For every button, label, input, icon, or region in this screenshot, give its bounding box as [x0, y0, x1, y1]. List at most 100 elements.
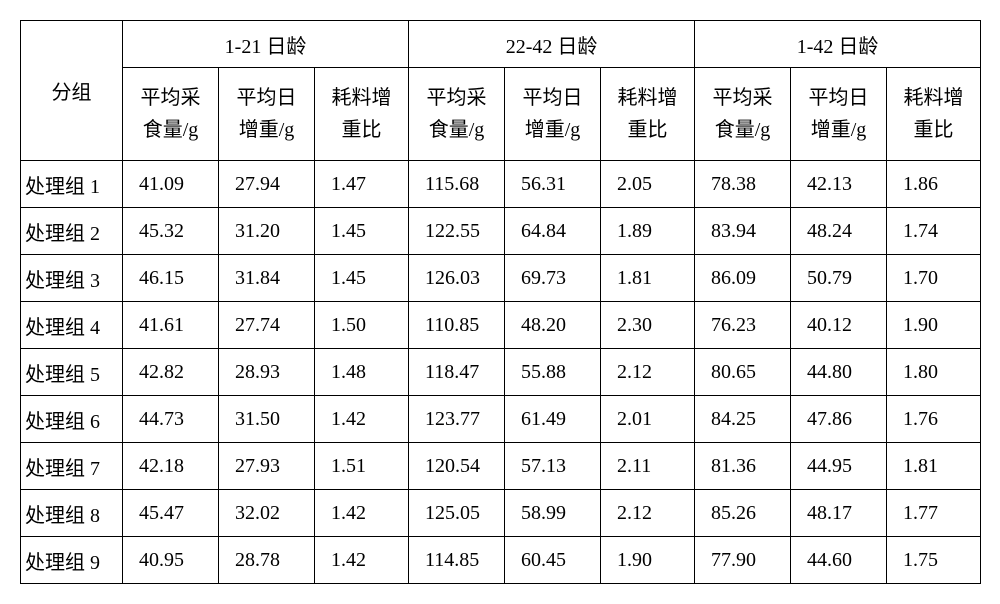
cell: 85.26 [695, 490, 791, 537]
cell: 1.42 [315, 396, 409, 443]
cell: 115.68 [409, 161, 505, 208]
cell: 1.89 [601, 208, 695, 255]
cell: 2.12 [601, 490, 695, 537]
cell: 1.81 [601, 255, 695, 302]
cell: 48.17 [791, 490, 887, 537]
cell: 83.94 [695, 208, 791, 255]
cell: 41.61 [123, 302, 219, 349]
cell: 1.86 [887, 161, 981, 208]
sub-header: 平均采食量/g [123, 68, 219, 161]
cell: 31.50 [219, 396, 315, 443]
cell: 1.81 [887, 443, 981, 490]
cell: 48.24 [791, 208, 887, 255]
cell: 1.70 [887, 255, 981, 302]
cell: 64.84 [505, 208, 601, 255]
cell: 42.82 [123, 349, 219, 396]
sub-header-row: 平均采食量/g 平均日增重/g 耗料增重比 平均采食量/g 平均日增重/g 耗料… [21, 68, 981, 161]
cell: 84.25 [695, 396, 791, 443]
table-row: 处理组 9 40.95 28.78 1.42 114.85 60.45 1.90… [21, 537, 981, 584]
table-row: 处理组 1 41.09 27.94 1.47 115.68 56.31 2.05… [21, 161, 981, 208]
table-row: 处理组 6 44.73 31.50 1.42 123.77 61.49 2.01… [21, 396, 981, 443]
cell: 1.50 [315, 302, 409, 349]
table-row: 处理组 8 45.47 32.02 1.42 125.05 58.99 2.12… [21, 490, 981, 537]
cell: 1.74 [887, 208, 981, 255]
cell: 1.80 [887, 349, 981, 396]
cell: 32.02 [219, 490, 315, 537]
cell: 28.93 [219, 349, 315, 396]
cell: 60.45 [505, 537, 601, 584]
cell: 40.95 [123, 537, 219, 584]
cell: 2.01 [601, 396, 695, 443]
cell: 80.65 [695, 349, 791, 396]
cell: 48.20 [505, 302, 601, 349]
cell: 41.09 [123, 161, 219, 208]
cell: 1.90 [601, 537, 695, 584]
cell: 44.73 [123, 396, 219, 443]
row-label: 处理组 7 [21, 443, 123, 490]
sub-header: 平均采食量/g [409, 68, 505, 161]
cell: 2.11 [601, 443, 695, 490]
cell: 55.88 [505, 349, 601, 396]
cell: 1.45 [315, 255, 409, 302]
cell: 31.84 [219, 255, 315, 302]
cell: 2.30 [601, 302, 695, 349]
table-row: 处理组 3 46.15 31.84 1.45 126.03 69.73 1.81… [21, 255, 981, 302]
table-row: 处理组 7 42.18 27.93 1.51 120.54 57.13 2.11… [21, 443, 981, 490]
sub-header: 平均日增重/g [505, 68, 601, 161]
cell: 1.51 [315, 443, 409, 490]
cell: 86.09 [695, 255, 791, 302]
cell: 27.93 [219, 443, 315, 490]
cell: 50.79 [791, 255, 887, 302]
cell: 42.18 [123, 443, 219, 490]
cell: 56.31 [505, 161, 601, 208]
cell: 1.45 [315, 208, 409, 255]
cell: 2.12 [601, 349, 695, 396]
corner-header: 分组 [21, 21, 123, 161]
row-label: 处理组 3 [21, 255, 123, 302]
cell: 44.95 [791, 443, 887, 490]
cell: 77.90 [695, 537, 791, 584]
row-label: 处理组 2 [21, 208, 123, 255]
cell: 44.80 [791, 349, 887, 396]
sub-header: 耗料增重比 [315, 68, 409, 161]
age-group-header-1: 1-21 日龄 [123, 21, 409, 68]
row-label: 处理组 4 [21, 302, 123, 349]
cell: 114.85 [409, 537, 505, 584]
cell: 69.73 [505, 255, 601, 302]
cell: 76.23 [695, 302, 791, 349]
cell: 46.15 [123, 255, 219, 302]
cell: 44.60 [791, 537, 887, 584]
cell: 122.55 [409, 208, 505, 255]
cell: 110.85 [409, 302, 505, 349]
sub-header: 耗料增重比 [601, 68, 695, 161]
row-label: 处理组 9 [21, 537, 123, 584]
cell: 1.90 [887, 302, 981, 349]
cell: 1.47 [315, 161, 409, 208]
cell: 27.74 [219, 302, 315, 349]
sub-header: 耗料增重比 [887, 68, 981, 161]
cell: 125.05 [409, 490, 505, 537]
row-label: 处理组 6 [21, 396, 123, 443]
cell: 81.36 [695, 443, 791, 490]
cell: 1.48 [315, 349, 409, 396]
sub-header: 平均日增重/g [791, 68, 887, 161]
table-row: 处理组 4 41.61 27.74 1.50 110.85 48.20 2.30… [21, 302, 981, 349]
cell: 2.05 [601, 161, 695, 208]
cell: 40.12 [791, 302, 887, 349]
data-table: 分组 1-21 日龄 22-42 日龄 1-42 日龄 平均采食量/g 平均日增… [20, 20, 981, 584]
cell: 61.49 [505, 396, 601, 443]
age-group-header-3: 1-42 日龄 [695, 21, 981, 68]
table-row: 处理组 2 45.32 31.20 1.45 122.55 64.84 1.89… [21, 208, 981, 255]
cell: 126.03 [409, 255, 505, 302]
cell: 57.13 [505, 443, 601, 490]
cell: 31.20 [219, 208, 315, 255]
cell: 45.47 [123, 490, 219, 537]
cell: 45.32 [123, 208, 219, 255]
row-label: 处理组 1 [21, 161, 123, 208]
age-group-header-2: 22-42 日龄 [409, 21, 695, 68]
cell: 47.86 [791, 396, 887, 443]
cell: 27.94 [219, 161, 315, 208]
cell: 123.77 [409, 396, 505, 443]
cell: 1.75 [887, 537, 981, 584]
cell: 42.13 [791, 161, 887, 208]
